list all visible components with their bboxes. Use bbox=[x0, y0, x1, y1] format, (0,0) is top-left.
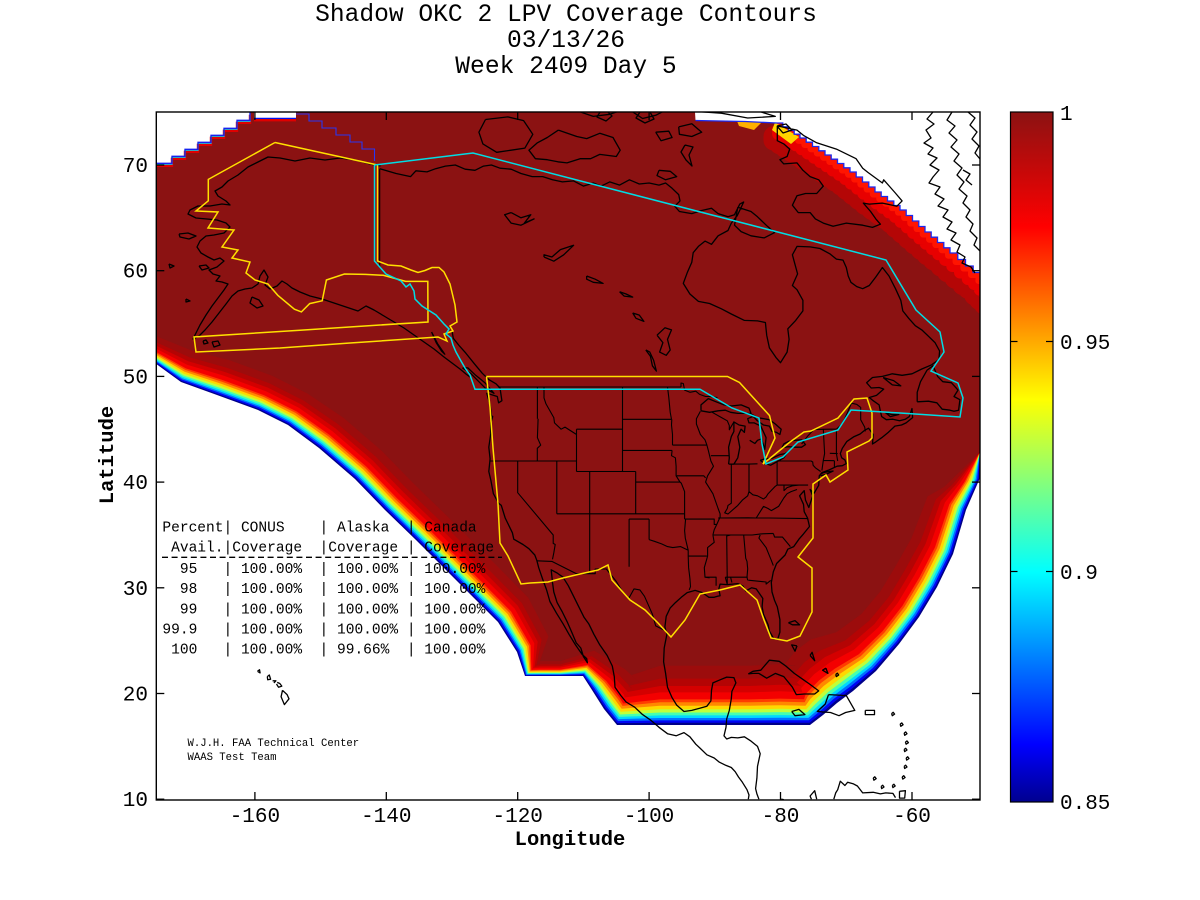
svg-text:0.95: 0.95 bbox=[1060, 333, 1110, 356]
svg-text:Latitude: Latitude bbox=[97, 406, 120, 504]
svg-text:40: 40 bbox=[123, 473, 148, 496]
svg-text:10: 10 bbox=[123, 790, 148, 813]
svg-text:-120: -120 bbox=[492, 806, 542, 829]
svg-text:60: 60 bbox=[123, 262, 148, 285]
svg-text:Week 2409 Day 5: Week 2409 Day 5 bbox=[455, 54, 676, 81]
svg-text:-160: -160 bbox=[230, 806, 280, 829]
svg-text:20: 20 bbox=[123, 685, 148, 708]
svg-text:-140: -140 bbox=[361, 806, 411, 829]
svg-text:Percent| CONUS | Alaska |: Percent| CONUS | Alaska | Canada bbox=[162, 521, 477, 537]
svg-text:100 | 100.00% | 99.66% | 1: 100 | 100.00% | 99.66% | 100.00% bbox=[162, 643, 485, 659]
svg-text:-80: -80 bbox=[762, 806, 800, 829]
svg-text:WAAS Test Team: WAAS Test Team bbox=[188, 752, 277, 764]
svg-text:Longitude: Longitude bbox=[515, 829, 626, 852]
svg-text:99.9 | 100.00% | 100.00% |: 99.9 | 100.00% | 100.00% | 100.00% bbox=[162, 623, 485, 639]
svg-text:30: 30 bbox=[123, 579, 148, 602]
svg-text:03/13/26: 03/13/26 bbox=[507, 28, 625, 55]
svg-text:0.85: 0.85 bbox=[1060, 793, 1110, 816]
svg-text:0.9: 0.9 bbox=[1060, 563, 1098, 586]
svg-text:99 | 100.00% | 100.00% | 10: 99 | 100.00% | 100.00% | 100.00% bbox=[162, 602, 485, 618]
svg-text:Shadow OKC 2 LPV Coverage Cont: Shadow OKC 2 LPV Coverage Contours bbox=[315, 2, 817, 29]
svg-text:70: 70 bbox=[123, 156, 148, 179]
svg-text:-60: -60 bbox=[893, 806, 931, 829]
svg-text:-100: -100 bbox=[624, 806, 674, 829]
svg-text:W.J.H. FAA Technical Center: W.J.H. FAA Technical Center bbox=[188, 738, 360, 750]
svg-text:50: 50 bbox=[123, 367, 148, 390]
svg-text:95 | 100.00% | 100.00% | 10: 95 | 100.00% | 100.00% | 100.00% bbox=[162, 562, 485, 578]
svg-text:1: 1 bbox=[1060, 104, 1073, 127]
svg-text:Avail.|Coverage |Coverage | C: Avail.|Coverage |Coverage | Coverage bbox=[162, 541, 494, 557]
svg-text:98 | 100.00% | 100.00% | 10: 98 | 100.00% | 100.00% | 100.00% bbox=[162, 582, 485, 598]
